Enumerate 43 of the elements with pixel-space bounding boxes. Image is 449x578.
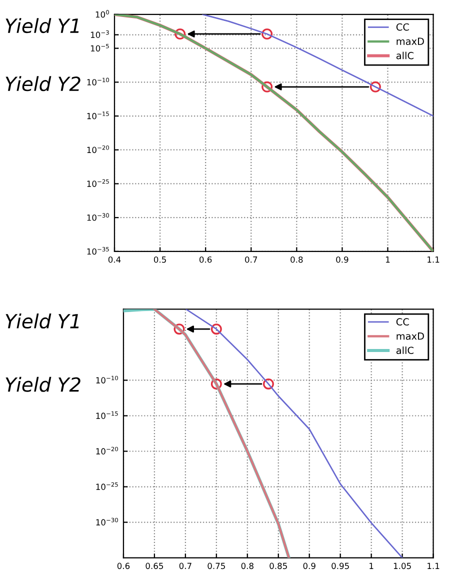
legend-label: allC [396,52,414,60]
x-tick-label: 0.5 [154,256,166,263]
y-tick-label: 10$^{−35}$ [87,247,109,255]
y-tick-label: 10$^{−25}$ [87,179,109,187]
x-tick-label: 1.05 [394,562,411,570]
x-tick-label: 1 [386,256,390,263]
x-tick-label: 0.75 [208,562,225,570]
y-tick-label: 10$^{−3}$ [90,30,109,38]
x-tick-label: 0.4 [108,256,121,263]
x-tick-label: 0.6 [117,562,130,570]
x-tick-label: 1 [370,562,374,569]
text: Yield Y1 [6,313,79,329]
x-tick-label: 1.1 [428,256,440,263]
x-tick-label: 0.9 [303,562,316,570]
y-tick-label: 10$^{−20}$ [87,145,109,154]
x-tick-label: 0.7 [179,562,192,570]
text: Yield Y2 [6,376,80,392]
y-tick-label: 10$^{−5}$ [90,44,109,52]
x-tick-label: 0.95 [332,562,349,570]
x-tick-label: 0.85 [270,562,287,570]
x-tick-label: 0.8 [290,256,303,263]
x-tick-label: 0.7 [245,256,258,263]
y-tick-label: 10$^{−15}$ [96,411,118,419]
x-tick-label: 1.1 [428,562,440,569]
y-tick-label: 10$^{0}$ [96,10,109,18]
y-tick-label: 10$^{−10}$ [96,376,118,384]
y-tick-label: 10$^{−10}$ [87,78,109,86]
y-tick-label: 10$^{−30}$ [96,518,118,526]
text: Yield Y1 [6,18,79,34]
y-tick-label: 10$^{−30}$ [87,213,109,221]
y-tick-label: 10$^{−15}$ [87,112,109,120]
y-tick-label: 10$^{−25}$ [96,482,118,490]
x-tick-label: 0.9 [336,256,348,263]
x-tick-label: 0.8 [241,562,254,570]
text: Yield Y2 [6,76,80,92]
legend-label: maxD [396,332,424,340]
y-tick-label: 10$^{−20}$ [96,446,118,454]
legend-label: allC [396,346,414,354]
x-tick-label: 0.65 [146,562,164,570]
legend-label: CC [396,23,409,31]
legend-label: CC [396,318,409,326]
x-tick-label: 0.6 [200,256,212,263]
legend-label: maxD [396,38,424,45]
